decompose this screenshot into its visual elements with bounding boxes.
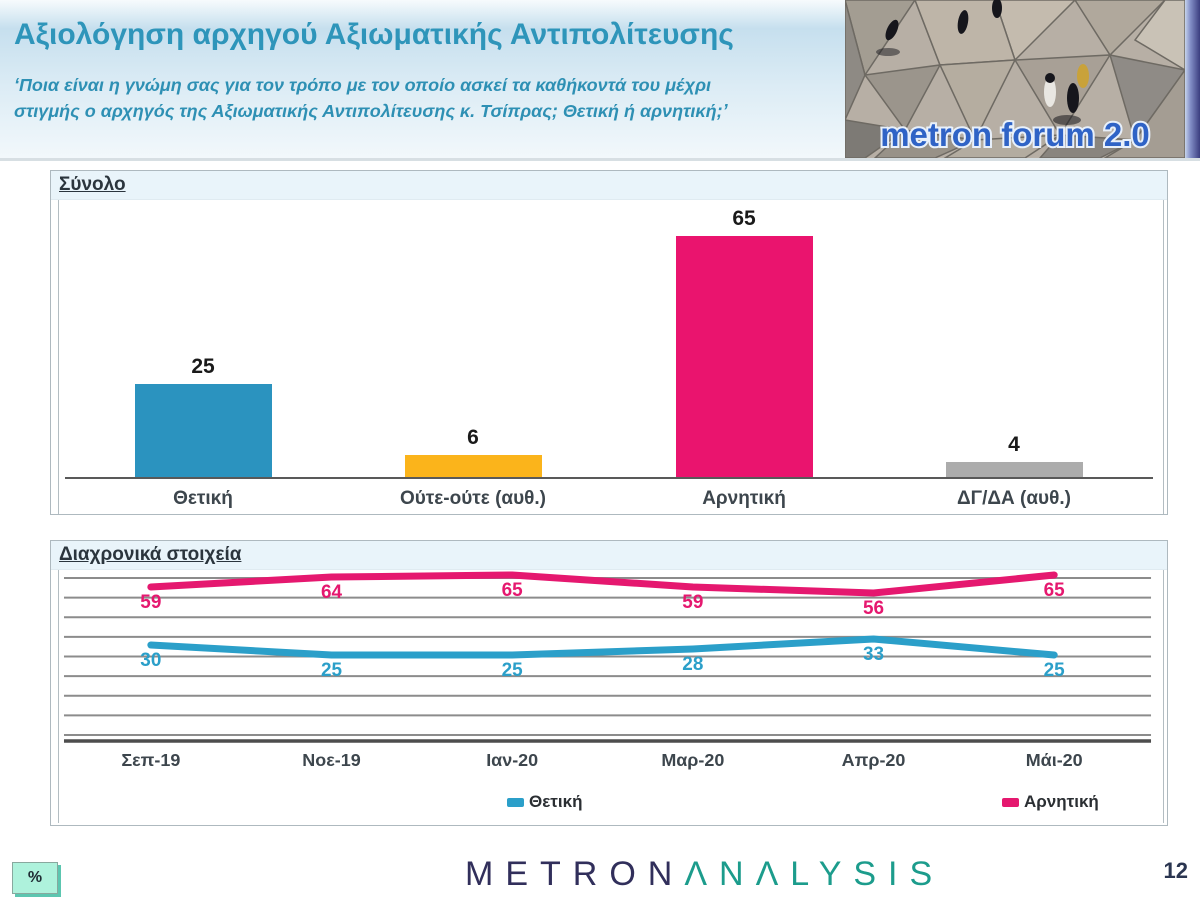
trend-value-label: 25 [321, 660, 343, 681]
bar-value-label: 25 [191, 355, 215, 378]
total-panel: Σύνολο 25 6 65 4 Θετική Ούτε-ούτε (αυθ.) Αρνη… [50, 170, 1168, 515]
trend-chart-body: Σεπ-19 Νοε-19 Ιαν-20 Μαρ-20 Απρ-20 Μάι-20 30 25… [51, 570, 1167, 823]
header: Αξιολόγηση αρχηγού Αξιωματικής Αντιπολίτ… [0, 0, 1200, 161]
logo-edge-strip [1185, 0, 1200, 158]
x-tick-label: Σεπ-19 [121, 750, 180, 770]
brand-analysis: ΛNΛLYSIS [684, 855, 945, 893]
plaza-photo-image: metron forum 2.0 [845, 0, 1185, 158]
trend-line-Αρνητική [147, 571, 1058, 597]
trend-value-label: 30 [140, 650, 161, 671]
bar-1 [404, 455, 542, 477]
trend-panel-header: Διαχρονικά στοιχεία [51, 541, 1167, 570]
x-tick-label: Ιαν-20 [486, 750, 538, 770]
trend-line-Θετική [147, 635, 1058, 659]
bar-category-label: Θετική [173, 488, 233, 509]
trend-value-label: 65 [1044, 580, 1066, 601]
survey-question-line1: ‘Ποια είναι η γνώμη σας για τον τρόπο με… [14, 75, 711, 95]
legend-label: Θετική [529, 792, 583, 811]
bar-chart: 25 6 65 4 Θετική Ούτε-ούτε (αυθ.) Αρνητική ΔΓ/… [58, 200, 1164, 514]
logo-text: metron forum 2.0 [880, 116, 1150, 153]
bar-3 [945, 462, 1083, 477]
survey-question-line2: στιγμής ο αρχηγός της Αξιωματικής Αντιπο… [14, 101, 728, 122]
x-tick-label: Απρ-20 [842, 750, 906, 770]
trend-value-label: 56 [863, 598, 884, 619]
x-tick-label: Νοε-19 [302, 750, 360, 770]
x-tick-label: Μαρ-20 [661, 750, 724, 770]
bar-value-label: 65 [732, 207, 756, 230]
metron-forum-logo: metron forum 2.0 [845, 0, 1185, 158]
trend-value-label: 64 [321, 582, 343, 603]
line-chart: Σεπ-19 Νοε-19 Ιαν-20 Μαρ-20 Απρ-20 Μάι-20 30 25… [58, 570, 1164, 823]
trend-svg: Σεπ-19 Νοε-19 Ιαν-20 Μαρ-20 Απρ-20 Μάι-20 30 25… [63, 571, 1152, 770]
metron-analysis-wordmark: METRONΛNΛLYSIS [465, 855, 944, 894]
legend-swatch [1002, 797, 1019, 807]
legend-item-Αρνητική: Αρνητική [1002, 792, 1099, 812]
total-panel-header: Σύνολο [51, 171, 1167, 200]
trend-panel: Διαχρονικά στοιχεία Σεπ-19 Νοε-19 Ιαν-20 Μα… [50, 540, 1168, 826]
x-axis-line [65, 477, 1153, 479]
trend-value-label: 59 [140, 592, 161, 613]
survey-question: ‘Ποια είναι η γνώμη σας για τον τρόπο με… [14, 72, 834, 124]
trend-value-label: 59 [682, 592, 703, 613]
trend-value-label: 25 [1044, 660, 1066, 681]
total-panel-title: Σύνολο [59, 174, 126, 195]
legend-item-Θετική: Θετική [507, 792, 582, 812]
legend-swatch [507, 797, 524, 807]
trend-value-label: 33 [863, 644, 884, 665]
bar-0 [134, 384, 272, 477]
bar-plot-area: 25 6 65 4 [59, 200, 1163, 479]
bar-category-label: Ούτε-ούτε (αυθ.) [399, 488, 547, 509]
page-number: 12 [1163, 858, 1188, 883]
legend-label: Αρνητική [1024, 792, 1099, 811]
percent-badge: % [12, 862, 58, 894]
bar-chart-body: 25 6 65 4 Θετική Ούτε-ούτε (αυθ.) Αρνητική ΔΓ/… [51, 200, 1167, 514]
brand-metron: METRON [465, 855, 685, 893]
x-tick-label: Μάι-20 [1026, 750, 1083, 770]
page-title: Αξιολόγηση αρχηγού Αξιωματικής Αντιπολίτ… [14, 18, 734, 51]
trend-value-label: 25 [502, 660, 524, 681]
bar-2 [675, 236, 813, 477]
trend-value-label: 65 [502, 580, 524, 601]
pedestrians [876, 0, 1089, 125]
bar-value-label: 4 [1008, 433, 1020, 456]
bar-category-label: Αρνητική [702, 488, 786, 509]
trend-panel-title: Διαχρονικά στοιχεία [59, 544, 242, 565]
bar-value-label: 6 [467, 426, 479, 449]
bar-category-label: ΔΓ/ΔΑ (αυθ.) [957, 488, 1071, 509]
trend-value-label: 28 [682, 654, 703, 675]
